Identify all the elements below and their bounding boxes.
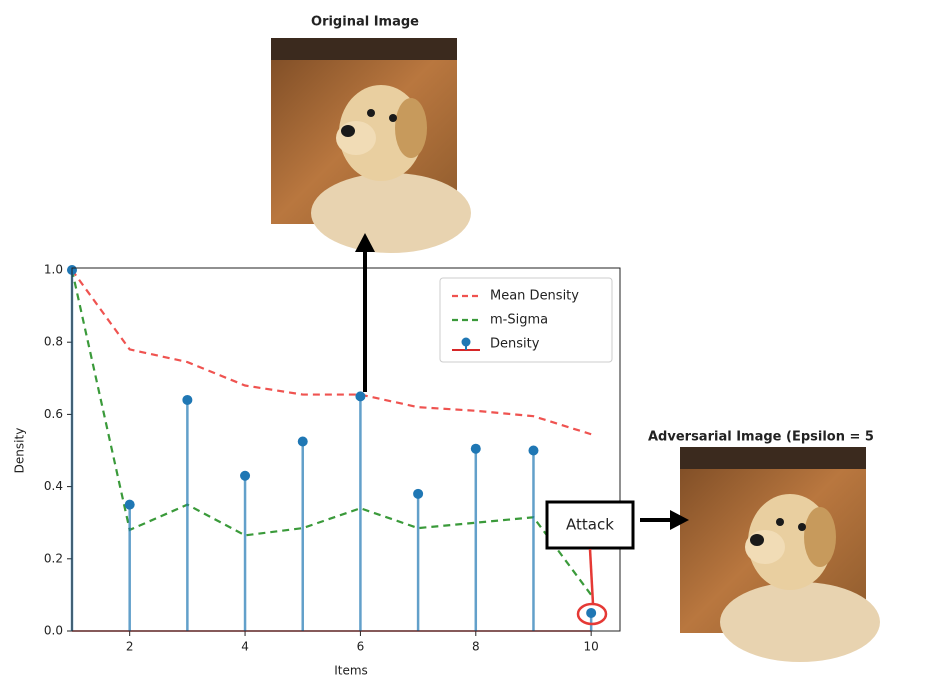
stem-marker [240, 471, 250, 481]
y-tick-label: 0.4 [44, 479, 63, 493]
stem-marker [355, 391, 365, 401]
legend-label: m-Sigma [490, 313, 548, 328]
y-tick-label: 0.0 [44, 624, 63, 638]
legend-label: Mean Density [490, 289, 579, 304]
adversarial-image [680, 447, 880, 662]
stem-marker [586, 608, 596, 618]
stem-marker [413, 489, 423, 499]
x-tick-label: 6 [357, 640, 365, 654]
stem-marker [528, 446, 538, 456]
x-tick-label: 2 [126, 640, 134, 654]
stem-marker [471, 444, 481, 454]
figure: Original Image Adversarial Image (Epsilo… [0, 0, 927, 679]
x-axis-label: Items [334, 664, 368, 678]
legend-label: Density [490, 337, 540, 352]
y-tick-label: 1.0 [44, 263, 63, 277]
annotation: Attack [566, 516, 614, 534]
y-axis-label: Density [13, 428, 27, 474]
y-tick-label: 0.2 [44, 551, 63, 565]
image-title: Original Image [311, 15, 419, 30]
legend-swatch [462, 338, 471, 347]
stem-marker [125, 500, 135, 510]
stem-marker [298, 436, 308, 446]
x-tick-label: 8 [472, 640, 480, 654]
y-tick-label: 0.6 [44, 407, 63, 421]
plot: 0.0 0.2 0.4 0.6 0.8 1.0 2 4 6 8 10 Items Density Mean… [13, 263, 621, 678]
original-image [271, 38, 471, 253]
x-tick-label: 4 [241, 640, 249, 654]
x-tick-label: 10 [584, 640, 599, 654]
y-tick-label: 0.8 [44, 335, 63, 349]
image-title: Adversarial Image (Epsilon = 5 [648, 430, 874, 445]
stem-marker [182, 395, 192, 405]
pointer [590, 549, 593, 604]
